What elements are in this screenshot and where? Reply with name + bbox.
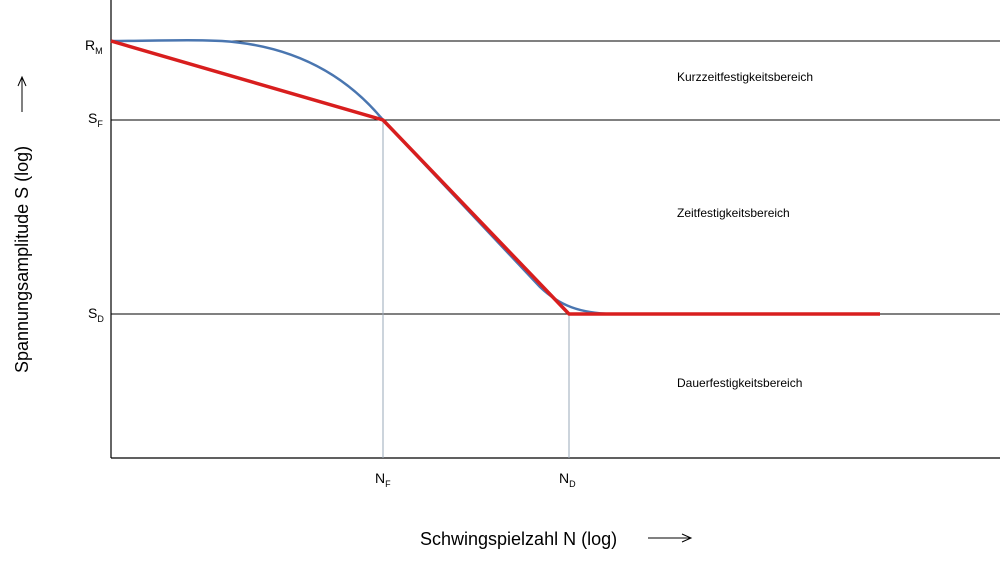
real-curve (110, 38, 613, 316)
y-level-label: SD (88, 305, 104, 324)
x-axis-arrow (648, 533, 693, 543)
y-axis-arrow (17, 75, 27, 112)
x-level-label: ND (559, 470, 576, 489)
region-label: Dauerfestigkeitsbereich (677, 376, 802, 390)
x-axis-title: Schwingspielzahl N (log) (420, 529, 617, 549)
y-axis-title: Spannungsamplitude S (log) (12, 146, 32, 373)
y-level-label: RM (85, 37, 103, 56)
y-level-label: SF (88, 110, 103, 129)
region-label: Kurzzeitfestigkeitsbereich (677, 70, 813, 84)
region-label: Zeitfestigkeitsbereich (677, 206, 790, 220)
x-level-label: NF (375, 470, 391, 489)
approx-curve (110, 39, 880, 316)
